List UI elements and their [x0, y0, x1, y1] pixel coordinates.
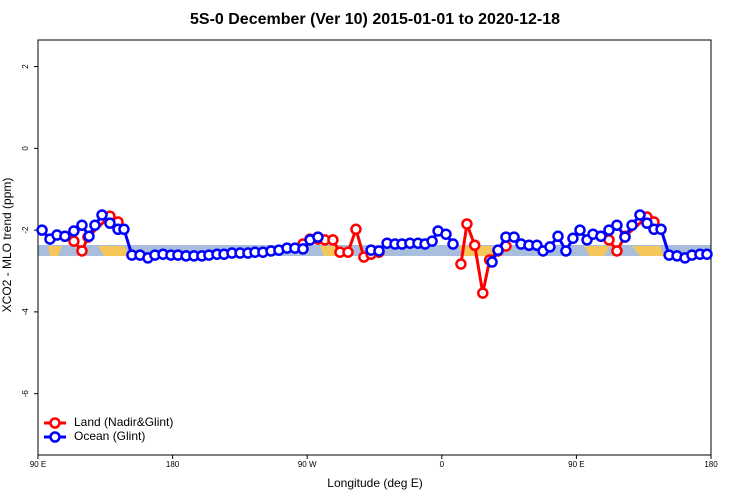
point — [552, 230, 564, 243]
point — [655, 223, 667, 236]
plot-frame — [37, 39, 712, 456]
point — [89, 219, 101, 231]
point — [634, 209, 646, 221]
point — [76, 245, 88, 257]
point — [455, 258, 467, 270]
x-tick-label: 90 E — [30, 460, 46, 469]
point — [426, 235, 438, 247]
point — [36, 224, 48, 236]
y-tick-label: 0 — [21, 146, 30, 151]
point — [447, 238, 459, 250]
x-axis-label: Longitude (deg E) — [327, 476, 422, 490]
y-tick-label: -6 — [21, 390, 30, 398]
point — [297, 243, 309, 255]
point — [508, 231, 520, 243]
chart-title: 5S-0 December (Ver 10) 2015-01-01 to 202… — [190, 11, 560, 28]
point — [68, 235, 80, 247]
point — [595, 230, 607, 243]
point — [373, 245, 385, 257]
x-tick-label: 180 — [166, 460, 180, 469]
point — [486, 256, 498, 268]
point — [68, 225, 80, 237]
point — [468, 239, 481, 252]
point — [96, 209, 108, 221]
point — [342, 246, 354, 258]
point — [611, 245, 623, 257]
point — [83, 230, 95, 243]
land-shape — [48, 246, 664, 256]
x-tick-label: 0 — [440, 460, 445, 469]
y-tick-label: -2 — [21, 226, 30, 234]
point — [611, 219, 623, 231]
point — [104, 217, 116, 229]
point — [641, 217, 653, 229]
y-axis-label: XCO2 - MLO trend (ppm) — [0, 178, 14, 313]
point — [76, 219, 88, 231]
point — [560, 245, 572, 257]
point — [312, 231, 324, 243]
point — [492, 244, 504, 256]
point — [574, 224, 586, 236]
point — [701, 248, 713, 260]
x-tick-label: 180 — [704, 460, 718, 469]
point — [118, 223, 130, 236]
point — [327, 234, 339, 246]
point — [440, 228, 452, 240]
point — [477, 287, 489, 299]
legend-label: Ocean (Glint) — [74, 429, 145, 443]
point — [59, 230, 71, 243]
x-tick-label: 90 E — [568, 460, 584, 469]
point — [350, 223, 362, 236]
point — [567, 232, 579, 245]
point — [619, 231, 631, 243]
x-tick-label: 90 W — [298, 460, 317, 469]
legend-label: Land (Nadir&Glint) — [74, 415, 173, 429]
point — [603, 224, 615, 236]
legend-marker — [49, 417, 61, 429]
point — [544, 241, 556, 253]
legend-marker — [49, 431, 61, 443]
point — [461, 218, 473, 230]
point — [626, 219, 638, 231]
y-tick-label: -4 — [21, 308, 30, 316]
y-tick-label: 2 — [21, 64, 30, 69]
